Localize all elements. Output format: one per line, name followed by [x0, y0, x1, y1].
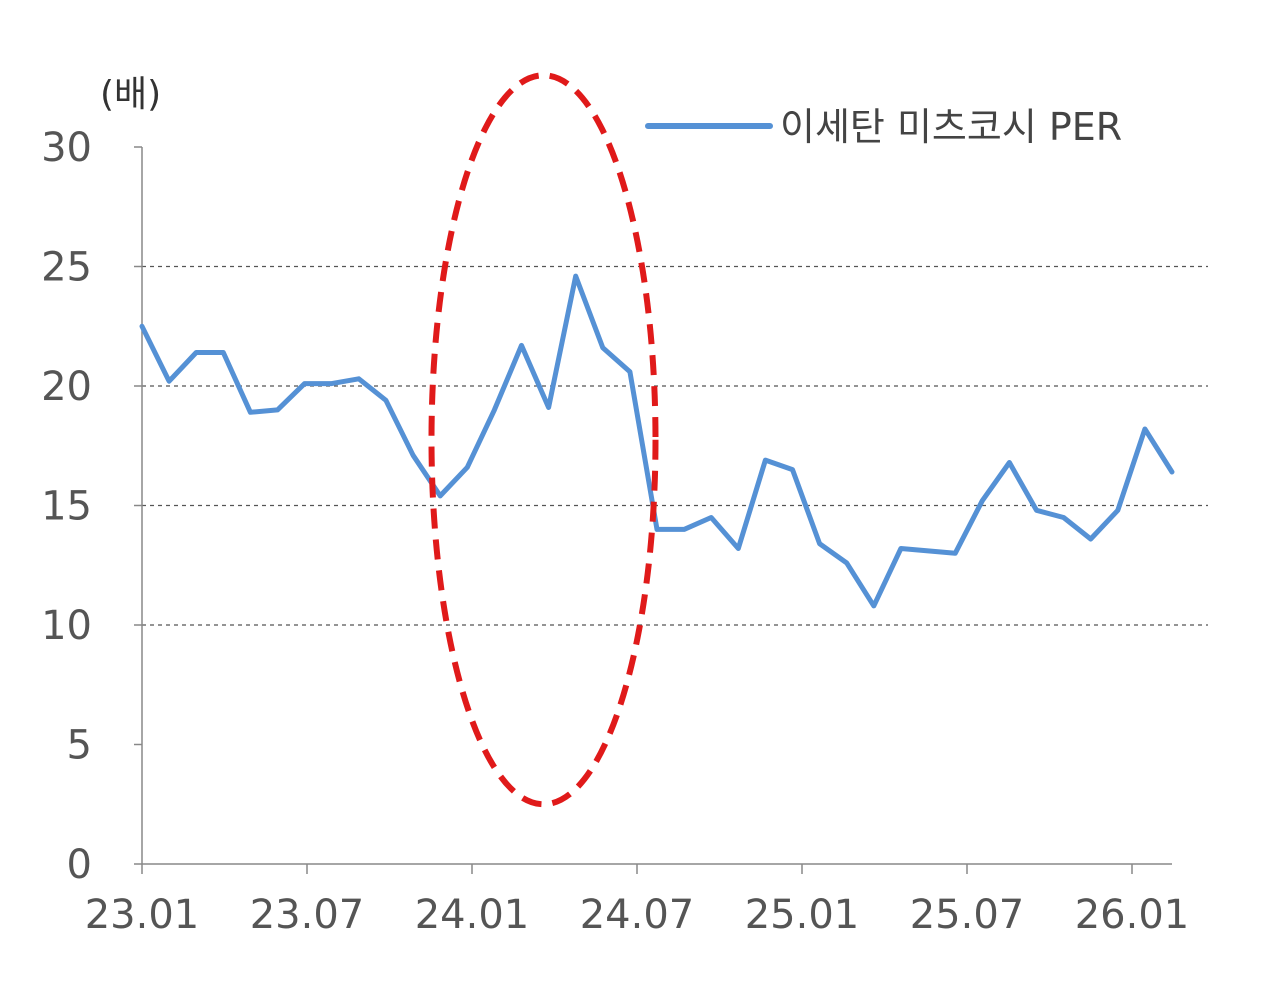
highlight-ellipse-shape [428, 72, 659, 808]
legend: 이세탄 미츠코시 PER [645, 105, 1122, 149]
x-axis-tick-labels: 23.01 23.07 24.01 24.07 25.01 25.07 26.01 [85, 892, 1190, 938]
gridlines [142, 265, 1208, 626]
x-tick-label: 24.01 [415, 892, 530, 938]
axes [134, 146, 1172, 874]
y-tick-label: 10 [41, 603, 92, 649]
y-tick-label: 25 [41, 245, 92, 291]
y-tick-label: 20 [41, 364, 92, 410]
y-axis-unit-label: (배) [100, 74, 161, 115]
x-tick-label: 23.01 [85, 892, 200, 938]
x-tick-label: 23.07 [250, 892, 365, 938]
highlight-ellipse [428, 72, 659, 808]
x-tick-label: 25.01 [745, 892, 860, 938]
x-tick-label: 26.01 [1075, 892, 1190, 938]
x-tick-label: 25.07 [910, 892, 1025, 938]
x-tick-label: 24.07 [580, 892, 695, 938]
y-tick-label: 0 [67, 842, 92, 888]
legend-label: 이세탄 미츠코시 PER [780, 105, 1122, 149]
y-tick-label: 15 [41, 484, 92, 530]
y-tick-label: 5 [67, 723, 92, 769]
series-layer [139, 273, 1175, 609]
y-tick-label: 30 [41, 125, 92, 171]
y-axis-tick-labels: 0 5 10 15 20 25 30 [41, 125, 92, 888]
